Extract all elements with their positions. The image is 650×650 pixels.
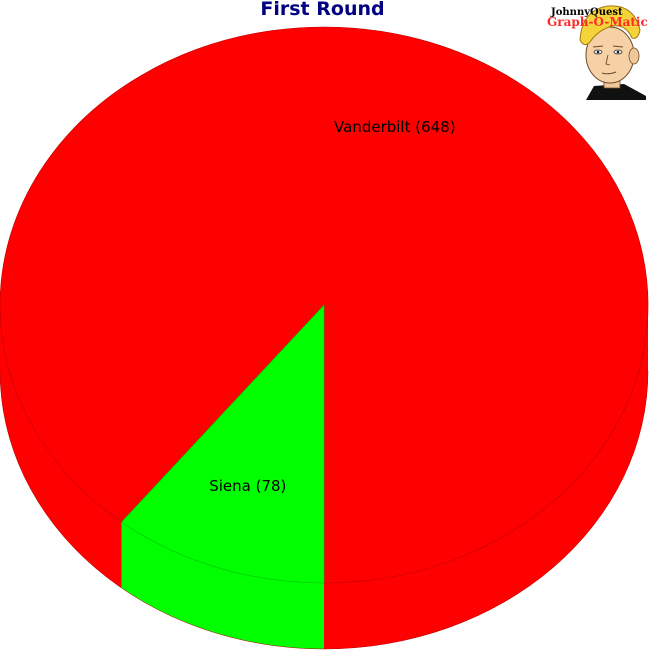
pie-rim-outline	[0, 370, 649, 650]
graph-o-matic-logo: JohnnyQuest Graph-O-Matic	[547, 5, 648, 100]
pie-tops	[0, 26, 649, 584]
pie-side-0	[324, 305, 648, 649]
pie-side-1	[121, 522, 325, 649]
pie-slice-label-0: Vanderbilt (648)	[334, 118, 456, 136]
logo-line-1: JohnnyQuest	[550, 7, 623, 18]
chart-title: First Round	[260, 0, 385, 20]
pie-slice-1	[121, 304, 325, 584]
boy-face-icon	[579, 5, 646, 100]
pie-side-0	[0, 305, 122, 589]
pie-slice-label-1: Siena (78)	[209, 477, 286, 495]
pie-sides	[0, 305, 649, 650]
logo-line-2: Graph-O-Matic	[547, 15, 648, 29]
pie-labels: Vanderbilt (648) Siena (78)	[209, 118, 455, 495]
